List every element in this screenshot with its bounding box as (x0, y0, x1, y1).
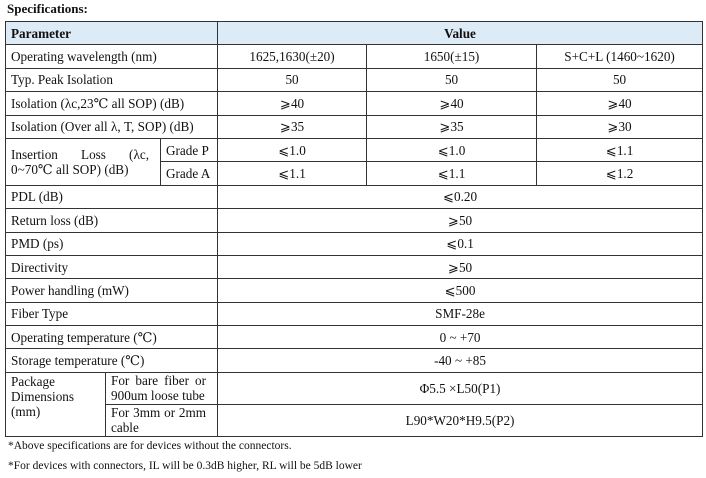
table-row: Operating temperature (℃) 0 ~ +70 (4, 325, 704, 350)
grade-label: Grade A (159, 161, 219, 186)
cell-value: ⩾50 (217, 208, 704, 233)
cell-value: L90*W20*H9.5(P2) (217, 403, 704, 437)
cell-value: ⩾40 (366, 91, 538, 116)
row-label: Operating temperature (℃) (4, 325, 219, 350)
package-label-line1: Package (11, 373, 55, 389)
table-row: For 3mm or 2mm cable L90*W20*H9.5(P2) (6, 403, 704, 437)
header-value: Value (217, 20, 704, 46)
cell-value: ⩽1.1 (536, 137, 704, 163)
cell-value: ⩾40 (536, 91, 704, 116)
row-label: Power handling (mW) (4, 278, 219, 303)
footnote-connectors: *Above specifications are for devices wi… (8, 440, 292, 452)
cell-value: 0 ~ +70 (217, 325, 704, 350)
cell-value: 50 (366, 67, 538, 93)
grade-label: Grade P (159, 137, 219, 163)
row-label: Isolation (λc,23℃ all SOP) (dB) (4, 91, 219, 116)
package-label-line3: (mm) (11, 403, 41, 419)
cell-value: 1650(±15) (366, 44, 538, 69)
cell-value: 50 (536, 67, 704, 93)
cell-value: ⩽1.1 (217, 161, 368, 186)
row-label: Operating wavelength (nm) (4, 44, 219, 69)
row-label: PMD (ps) (4, 231, 219, 256)
row-label: PDL (dB) (4, 184, 219, 210)
row-label: Directivity (4, 254, 219, 280)
row-label: Storage temperature (℃) (4, 348, 219, 373)
table-header-row: Parameter Value (4, 20, 704, 46)
cell-value: ⩽1.1 (366, 161, 538, 186)
row-label: Return loss (dB) (4, 208, 219, 233)
cell-value: S+C+L (1460~1620) (536, 44, 704, 69)
row-label: Typ. Peak Isolation (4, 67, 219, 93)
table-row: Power handling (mW) ⩽500 (4, 278, 704, 303)
cell-value: 1625,1630(±20) (217, 44, 368, 69)
cell-value: ⩽0.20 (217, 184, 704, 210)
package-label-line2: Dimensions (11, 388, 75, 404)
table-row: Operating wavelength (nm) 1625,1630(±20)… (4, 44, 704, 69)
row-label-insertion-loss: Insertion Loss (λc, 0~70℃ all SOP) (dB) (5, 137, 161, 186)
footnote-il-rl: *For devices with connectors, IL will be… (8, 460, 362, 472)
row-label-package: Package Dimensions (mm) (5, 371, 106, 437)
specifications-title: Specifications: (7, 1, 88, 16)
package-bare-line2: 900um loose tube (111, 388, 205, 404)
cell-value: ⩽1.0 (366, 137, 538, 163)
cell-value: ⩽1.0 (217, 137, 368, 163)
cell-value: -40 ~ +85 (217, 348, 704, 373)
table-row: Insertion Loss (λc, 0~70℃ all SOP) (dB) … (5, 137, 704, 186)
table-row: Typ. Peak Isolation 50 50 50 (4, 67, 704, 93)
cell-value: ⩾35 (366, 114, 538, 139)
row-label: Isolation (Over all λ, T, SOP) (dB) (4, 114, 219, 139)
cell-value: ⩾50 (217, 254, 704, 280)
package-bare-label: For bare fiber or 900um loose tube (104, 371, 219, 405)
insertion-loss-label-line2: 0~70℃ all SOP) (dB) (11, 161, 129, 177)
table-row: PMD (ps) ⩽0.1 (4, 231, 704, 256)
package-cable-line2: cable (111, 420, 139, 436)
table-row: Package Dimensions (mm) For bare fiber o… (5, 371, 704, 437)
cell-value: ⩾40 (217, 91, 368, 116)
package-bare-line1: For bare fiber or (111, 373, 207, 389)
insertion-loss-label-line1: Insertion Loss (λc, (11, 146, 149, 162)
row-label: Fiber Type (4, 301, 219, 327)
table-row: Grade A ⩽1.1 ⩽1.1 ⩽1.2 (6, 161, 704, 186)
specifications-table: Parameter Value Operating wavelength (nm… (4, 20, 704, 437)
table-row: PDL (dB) ⩽0.20 (4, 184, 704, 210)
cell-value: SMF-28e (217, 301, 704, 327)
package-cable-line1: For 3mm or 2mm (111, 405, 207, 421)
cell-value: ⩽500 (217, 278, 704, 303)
table-row: Directivity ⩾50 (4, 254, 704, 280)
cell-value: ⩾35 (217, 114, 368, 139)
header-parameter: Parameter (4, 20, 219, 46)
cell-value: 50 (217, 67, 368, 93)
table-row: Return loss (dB) ⩾50 (4, 208, 704, 233)
cell-value: Φ5.5 ×L50(P1) (217, 371, 704, 405)
cell-value: ⩾30 (536, 114, 704, 139)
cell-value: ⩽0.1 (217, 231, 704, 256)
table-row: Fiber Type SMF-28e (4, 301, 704, 327)
table-row: Isolation (λc,23℃ all SOP) (dB) ⩾40 ⩾40 … (4, 91, 704, 116)
table-row: Isolation (Over all λ, T, SOP) (dB) ⩾35 … (4, 114, 704, 139)
table-row: Storage temperature (℃) -40 ~ +85 (4, 348, 704, 373)
cell-value: ⩽1.2 (536, 161, 704, 186)
package-cable-label: For 3mm or 2mm cable (104, 403, 219, 437)
